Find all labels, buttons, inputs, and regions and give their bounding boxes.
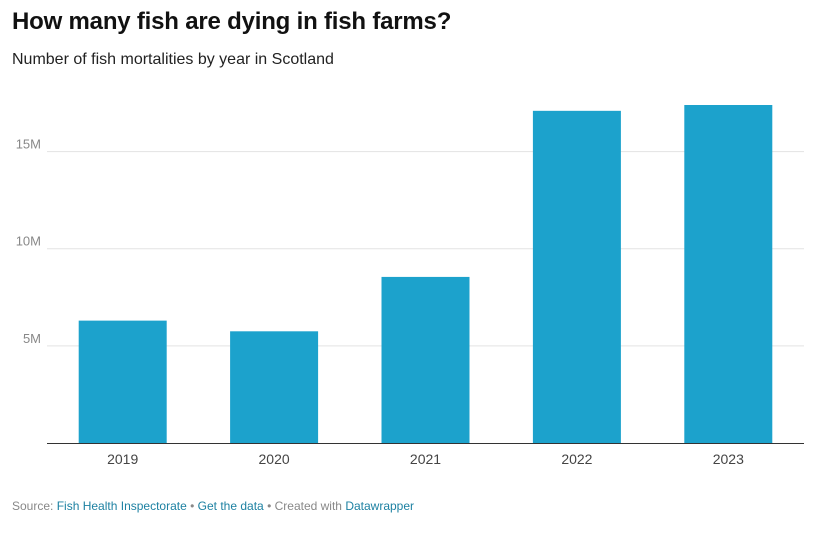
x-tick-label: 2023 <box>713 451 744 467</box>
x-tick-label: 2020 <box>259 451 290 467</box>
chart-title: How many fish are dying in fish farms? <box>12 8 452 35</box>
y-tick-label: 15M <box>16 137 41 152</box>
bar-2020 <box>230 331 319 443</box>
bar-2022 <box>532 110 621 444</box>
bar-2023 <box>684 105 773 443</box>
datawrapper-link[interactable]: Datawrapper <box>345 499 415 513</box>
chart-subtitle: Number of fish mortalities by year in Sc… <box>12 51 334 68</box>
x-tick-label: 2019 <box>107 451 138 467</box>
y-tick-label: 5M <box>23 331 41 346</box>
created-with-text: Created with <box>274 499 342 513</box>
bar-2021 <box>381 276 470 443</box>
source-link[interactable]: Fish Health Inspectorate <box>56 499 187 513</box>
x-axis: 2019 2020 2021 2022 2023 <box>47 443 804 467</box>
y-tick-label: 10M <box>16 234 41 249</box>
footer-separator: • <box>267 499 272 513</box>
bar-2019 <box>78 320 167 443</box>
source-prefix: Source: <box>12 499 54 513</box>
footer: Source: Fish Health Inspectorate • Get t… <box>12 499 414 513</box>
x-tick-label: 2022 <box>561 451 592 467</box>
x-tick-label: 2021 <box>410 451 441 467</box>
bar-chart: 5M 10M 15M 2019 2020 2021 2022 2023 <box>16 105 804 467</box>
get-data-link[interactable]: Get the data <box>197 499 264 513</box>
footer-separator: • <box>190 499 195 513</box>
bars <box>78 105 773 444</box>
